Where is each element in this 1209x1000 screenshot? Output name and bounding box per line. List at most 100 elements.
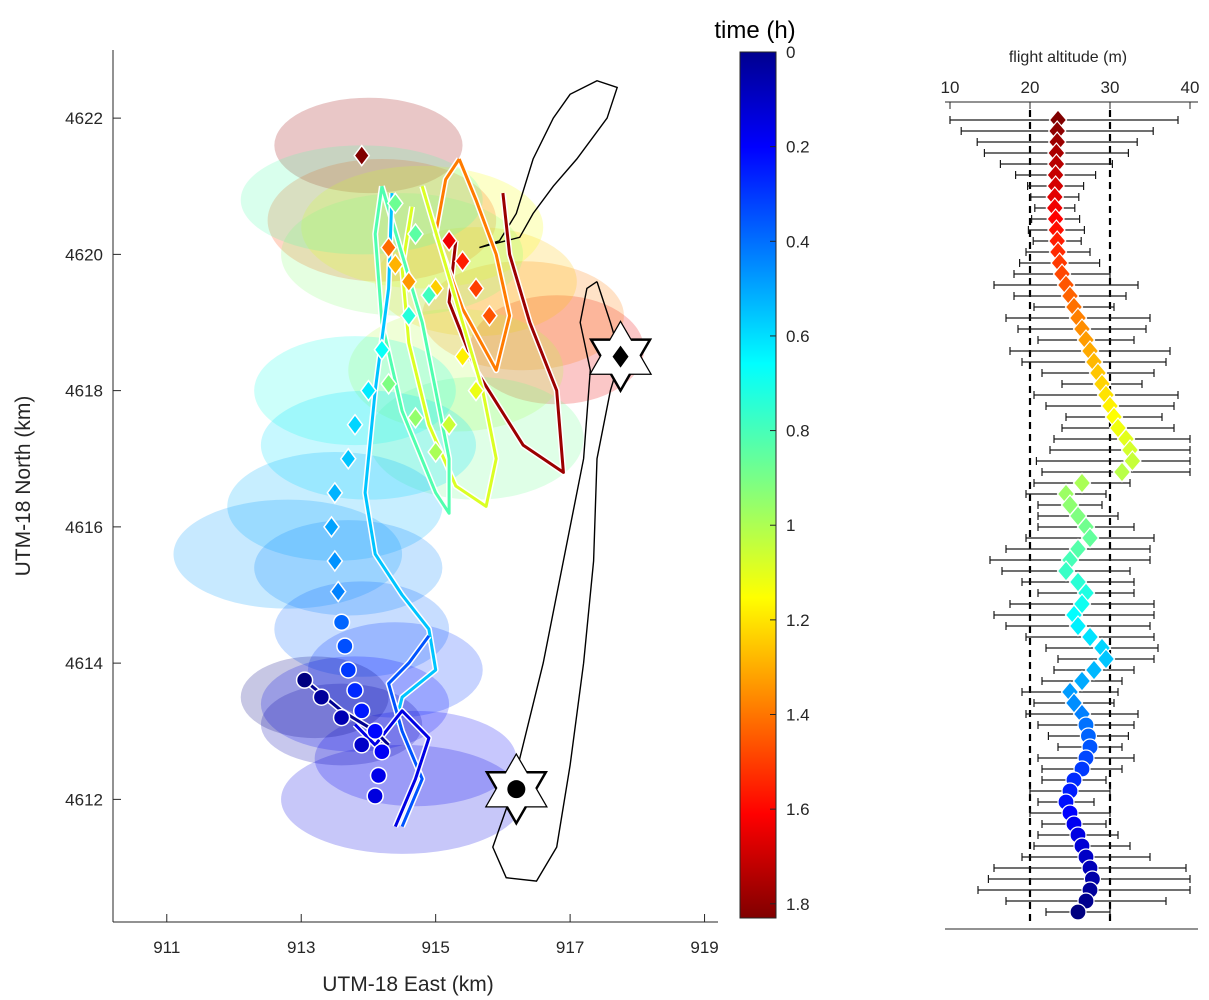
altitude-diamond-marker [1123, 450, 1142, 472]
circle-marker [332, 613, 351, 631]
y-tick-label: 4618 [65, 382, 103, 401]
x-tick-label: 915 [421, 938, 449, 957]
map-y-ticks: 4612 4614 4616 4618 4620 4622 [65, 109, 121, 809]
flight-track [387, 635, 431, 828]
x-tick-label: 919 [690, 938, 718, 957]
altitude-diamond-marker [1072, 472, 1092, 494]
diamond-marker [454, 249, 471, 273]
altitude-diamond-marker [1112, 461, 1132, 483]
colorbar-tick-label: 0.8 [786, 422, 810, 441]
diamond-marker [360, 379, 377, 402]
diamond-marker [353, 144, 371, 167]
altitude-tick-label: 20 [1021, 78, 1040, 97]
x-tick-label: 911 [153, 938, 180, 957]
x-tick-label: 913 [287, 938, 315, 957]
diamond-marker [481, 304, 498, 327]
circle-marker [366, 787, 384, 805]
altitude-circle-marker [1069, 903, 1087, 921]
diamond-marker [373, 338, 391, 361]
map-panel: 911 913 915 917 919 4612 4614 4616 4618 4620 4622… [12, 50, 719, 996]
uncertainty-ellipse [254, 520, 443, 616]
circle-marker [366, 722, 384, 740]
diamond-marker [467, 379, 485, 402]
circle-marker [352, 736, 371, 754]
altitude-diamond-marker [1080, 527, 1100, 549]
diamond-marker [380, 236, 398, 259]
colorbar-tick-label: 1.8 [786, 895, 810, 914]
circle-marker [346, 681, 364, 700]
position-markers [295, 144, 498, 805]
diamond-marker [467, 277, 485, 300]
uncertainty-ellipse [173, 499, 403, 609]
altitude-diamond-marker [1080, 626, 1100, 648]
uncertainty-ellipse [301, 165, 544, 289]
diamond-marker [326, 481, 344, 505]
circle-marker [352, 702, 371, 720]
circle-marker [373, 742, 391, 761]
diamond-marker [440, 229, 458, 252]
flight-track [447, 192, 565, 474]
diamond-marker [380, 372, 398, 396]
flight-track [353, 709, 431, 828]
uncertainty-ellipse [469, 295, 645, 405]
circle-marker [332, 708, 351, 727]
altitude-diamond-marker [1096, 648, 1116, 670]
y-tick-label: 4622 [65, 109, 103, 128]
diamond-marker [400, 270, 418, 293]
diamond-marker [400, 304, 418, 327]
colorbar-ticks: 0 0.2 0.4 0.6 0.8 1 1.2 1.4 1.6 1.8 [770, 43, 810, 914]
diamond-marker [326, 549, 344, 573]
source-stars [484, 320, 653, 826]
coastline-north-coast [479, 79, 619, 249]
star-marker [588, 320, 653, 394]
uncertainty-ellipse [240, 145, 483, 255]
diamond-marker [346, 413, 364, 436]
uncertainty-ellipse [274, 97, 463, 194]
uncertainty-ellipse [274, 581, 450, 677]
altitude-diamond-marker [1072, 670, 1092, 692]
uncertainty-ellipse [227, 451, 443, 561]
colorbar-tick-label: 1.6 [786, 800, 810, 819]
colorbar-gradient [739, 51, 777, 919]
y-tick-label: 4612 [65, 790, 103, 809]
y-tick-label: 4614 [65, 654, 103, 673]
altitude-x-ticks: 10 20 30 40 [941, 78, 1199, 109]
circle-marker [336, 637, 354, 655]
colorbar-title: time (h) [714, 17, 795, 44]
star-center-dot [507, 780, 526, 799]
colorbar-tick-label: 1.2 [786, 611, 810, 630]
altitude-tick-label: 10 [941, 78, 960, 97]
altitude-title: flight altitude (m) [1009, 49, 1127, 66]
altitude-tick-label: 30 [1101, 78, 1120, 97]
altitude-reference-lines [1028, 110, 1112, 925]
colorbar-tick-label: 0 [786, 43, 795, 62]
colorbar: time (h) 0 0.2 0.4 0.6 0.8 1 1.2 1.4 1.6 1.8 [714, 17, 810, 919]
diamond-marker [407, 222, 424, 246]
flight-track [434, 158, 512, 372]
flight-track [373, 185, 451, 515]
map-x-label: UTM-18 East (km) [322, 973, 494, 996]
y-tick-label: 4620 [65, 245, 103, 264]
star-marker [484, 752, 548, 826]
y-tick-label: 4616 [65, 518, 103, 537]
coastline-south-loop [492, 281, 622, 882]
star-center-diamond [612, 345, 629, 368]
diamond-marker [407, 406, 424, 430]
diamond-marker [386, 253, 404, 276]
colorbar-tick-label: 0.6 [786, 327, 810, 346]
diamond-marker [440, 413, 458, 436]
altitude-diamond-marker [1056, 560, 1076, 582]
colorbar-tick-label: 0.2 [786, 138, 810, 157]
diamond-marker [454, 345, 471, 368]
altitude-diamond-marker [1068, 615, 1088, 637]
altitude-diamond-marker [1084, 659, 1104, 681]
map-x-ticks: 911 913 915 917 919 [153, 914, 719, 957]
diamond-marker [323, 515, 340, 539]
map-y-label: UTM-18 North (km) [12, 396, 35, 577]
diamond-marker [420, 284, 438, 307]
circle-marker [312, 688, 331, 706]
circle-marker [339, 661, 358, 679]
coastline-outlines [479, 79, 622, 882]
colorbar-tick-label: 1.4 [786, 706, 810, 725]
